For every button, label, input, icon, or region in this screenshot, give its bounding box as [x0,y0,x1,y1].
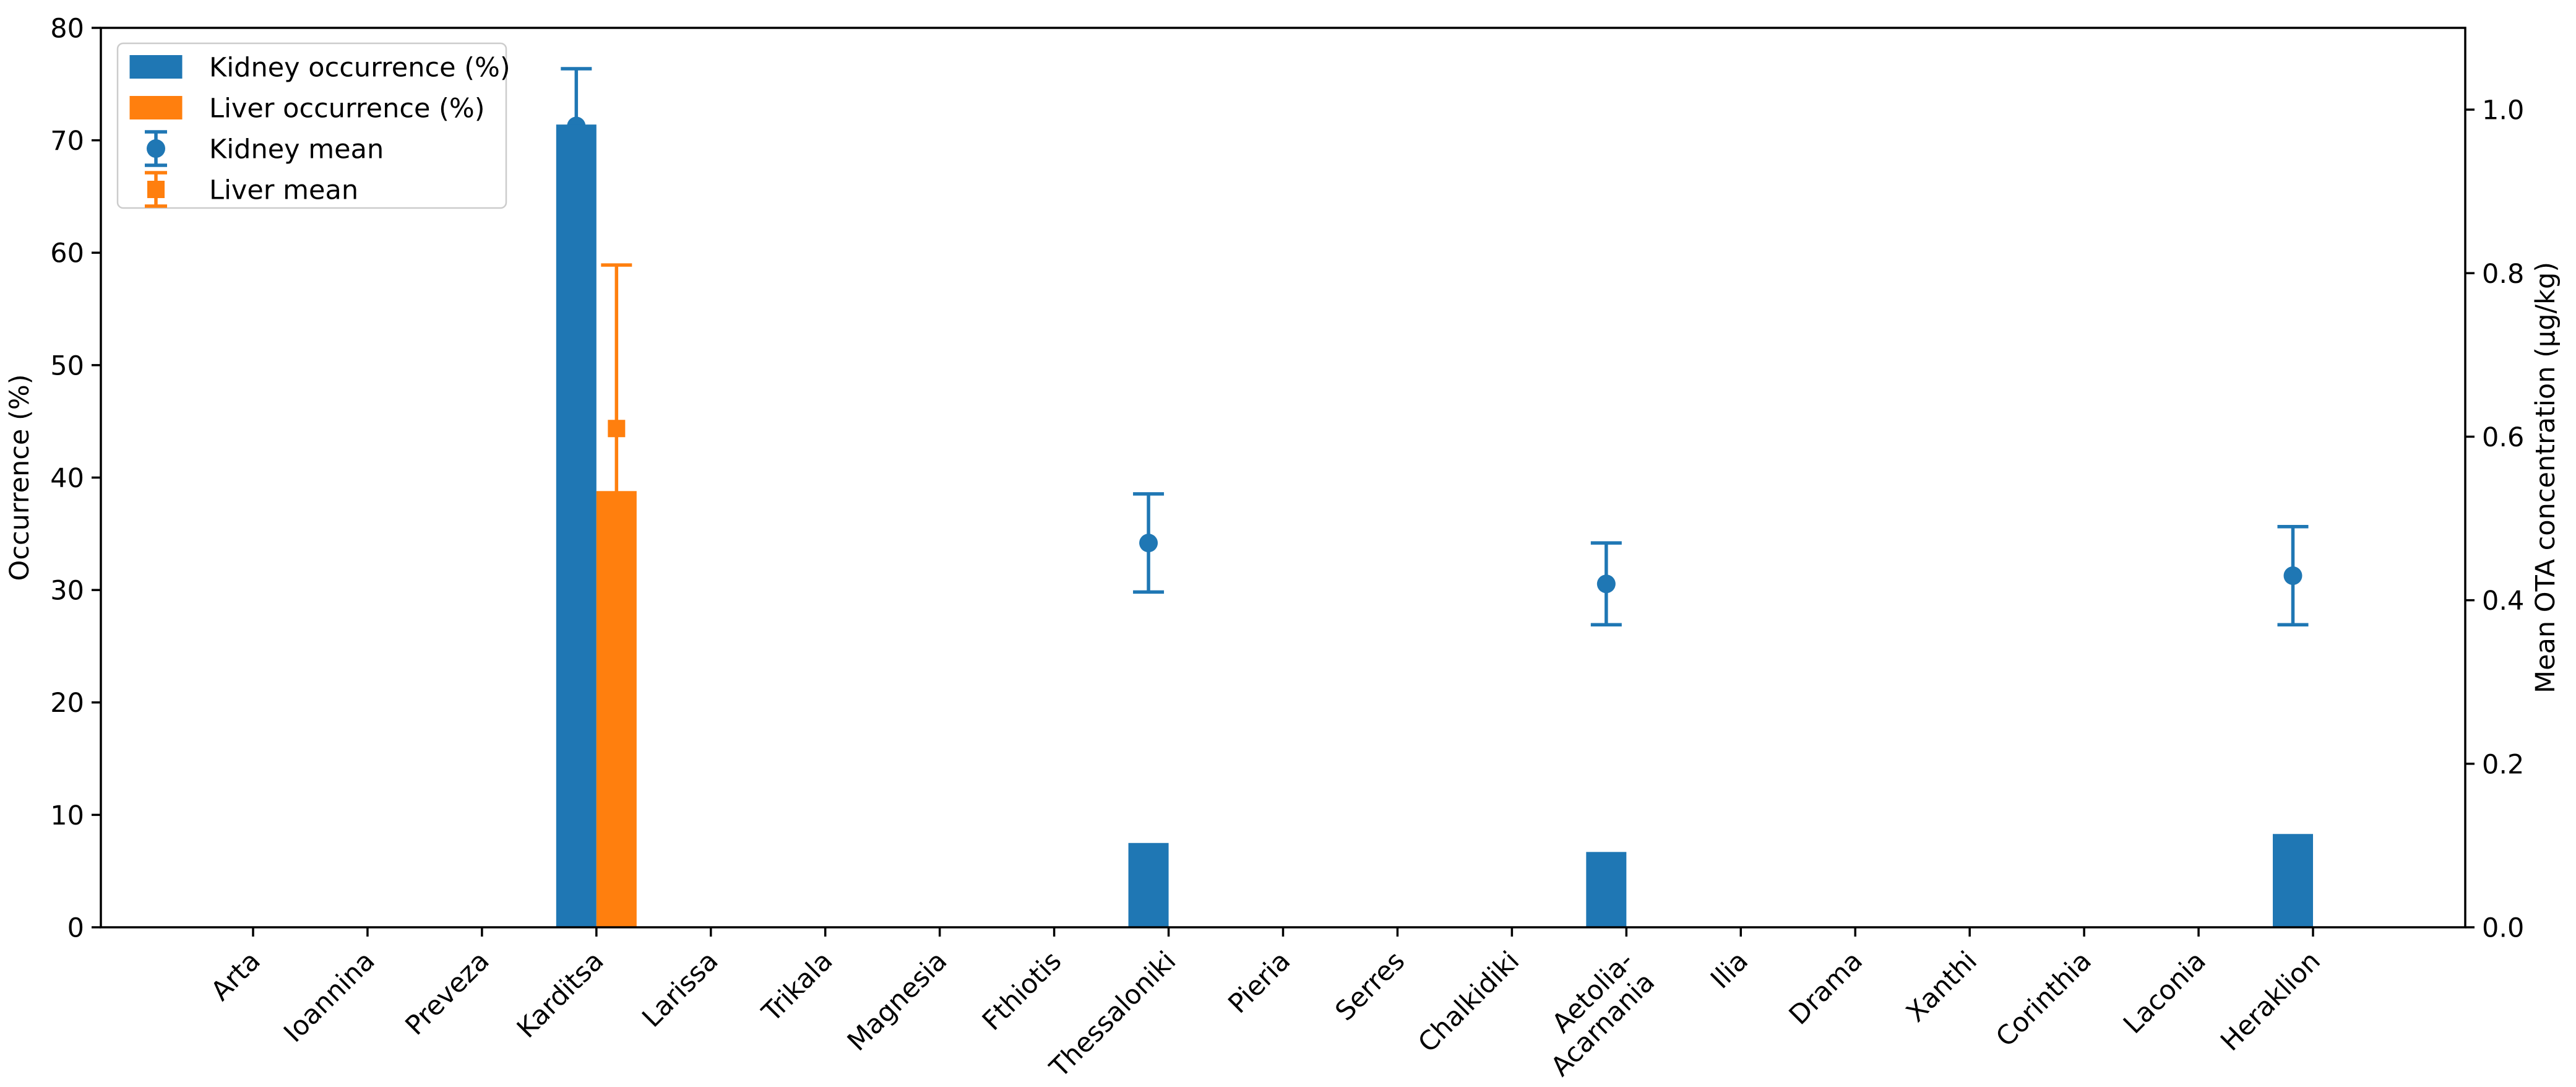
bars-kidney [556,124,2313,927]
x-tick-label-preveza: Preveza [400,945,496,1041]
legend-item-liver-mean: Liver mean [145,171,358,208]
left-tick-label: 60 [50,238,84,269]
x-tick-label-serres: Serres [1330,945,1411,1027]
legend-item-liver-occurrence: Liver occurrence (%) [129,93,485,124]
x-tick-label-corinthia: Corinthia [1990,945,2098,1053]
y-axis-right-label: Mean OTA concentration (µg/kg) [2530,262,2561,693]
left-tick-label: 30 [50,576,84,607]
bar-kidney-karditsa [556,124,597,927]
right-tick-label: 0.2 [2482,749,2524,780]
y-axis-left-label: Occurrence (%) [4,375,35,581]
x-tick-label-arta: Arta [205,945,267,1007]
bar-kidney-heraklion [2273,834,2313,927]
legend-item-kidney-occurrence: Kidney occurrence (%) [129,52,510,83]
x-tick-label-drama: Drama [1783,945,1869,1031]
bar-liver-karditsa [596,491,637,927]
errorbar-series [561,67,2309,627]
x-tick-label-xanthi: Xanthi [1900,945,1983,1028]
x-tick-label-laconia: Laconia [2117,945,2212,1040]
legend-dot-marker-icon [147,139,165,158]
legend: Kidney occurrence (%) Liver occurrence (%… [116,42,510,209]
mean-marker-dot [2283,566,2302,586]
bar-kidney-thessaloniki [1128,842,1169,927]
left-tick-label: 50 [50,350,84,381]
legend-box [116,42,507,209]
right-tick-label: 1.0 [2482,95,2524,126]
x-tick-label-magnesia: Magnesia [842,945,953,1057]
x-tick-label-ioannina: Ioannina [278,945,381,1048]
x-tick-label-karditsa: Karditsa [511,945,610,1044]
y-axis-right: 0.0 0.2 0.4 0.6 0.8 1.0 Mean OTA concentration… [2465,95,2561,943]
mean-marker-square [608,420,626,438]
right-tick-label: 0.0 [2482,912,2524,943]
x-tick-label-fthiotis: Fthiotis [976,945,1067,1036]
x-tick-label-chalkidiki: Chalkidiki [1412,945,1525,1059]
legend-swatch-liver [129,96,183,119]
mean-marker-dot [1596,574,1616,594]
legend-square-marker-icon [147,181,165,198]
x-tick-label-trikala: Trikala [756,945,839,1028]
y-axis-left: 0 10 20 30 40 50 60 70 80 Occurrence (%) [4,13,101,943]
left-tick-label: 20 [50,688,84,719]
mean-marker-dot [1139,534,1158,553]
right-tick-label: 0.8 [2482,259,2524,290]
legend-label-kidney-mean: Kidney mean [209,134,384,165]
x-tick-label-larissa: Larissa [636,945,724,1033]
left-tick-label: 40 [50,463,84,494]
legend-label-liver-occurrence: Liver occurrence (%) [209,93,485,124]
x-tick-label-pieria: Pieria [1223,945,1297,1020]
errorbar-kidney-mean-heraklion [2277,525,2309,627]
legend-label-liver-mean: Liver mean [209,175,358,206]
bar-kidney-aetolia [1586,852,1627,927]
bars-liver [596,491,637,927]
left-tick-label: 10 [50,800,84,831]
x-tick-label-aetolia: Aetolia-Acarnania [1524,945,1661,1082]
x-axis: Arta Ioannina Preveza Karditsa Larissa Trikal… [205,927,2327,1084]
right-tick-label: 0.6 [2482,422,2524,453]
left-tick-label: 0 [67,912,84,943]
legend-swatch-kidney [129,55,183,79]
errorbar-kidney-mean-aetolia [1590,541,1622,627]
left-tick-label: 70 [50,126,84,157]
errorbar-kidney-mean-thessaloniki [1133,492,1165,594]
legend-label-kidney-occurrence: Kidney occurrence (%) [209,52,510,83]
legend-item-kidney-mean: Kidney mean [145,130,384,167]
x-tick-label-heraklion: Heraklion [2215,945,2326,1057]
x-tick-label-ilia: Ilia [1705,945,1754,995]
left-tick-label: 80 [50,13,84,44]
right-tick-label: 0.4 [2482,586,2524,617]
